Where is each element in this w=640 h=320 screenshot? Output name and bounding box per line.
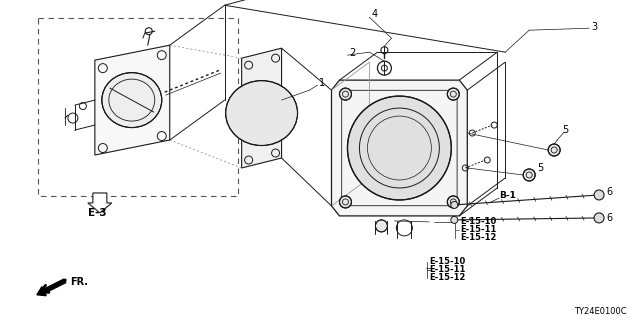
FancyArrow shape — [37, 279, 66, 296]
Text: TY24E0100C: TY24E0100C — [574, 307, 627, 316]
Polygon shape — [242, 48, 282, 168]
Text: FR.: FR. — [70, 277, 88, 287]
Text: 1: 1 — [319, 78, 324, 88]
Text: E-15-10: E-15-10 — [460, 217, 497, 227]
Text: B-1: B-1 — [499, 191, 516, 200]
Text: E-15-10: E-15-10 — [429, 257, 465, 266]
Circle shape — [348, 96, 451, 200]
Ellipse shape — [102, 73, 162, 128]
Circle shape — [447, 196, 460, 208]
Text: 6: 6 — [606, 213, 612, 223]
Bar — [38, 18, 237, 196]
Text: E-15-12: E-15-12 — [429, 273, 466, 282]
Text: 3: 3 — [591, 22, 597, 32]
Circle shape — [339, 88, 351, 100]
Ellipse shape — [226, 81, 298, 146]
Text: E-3: E-3 — [88, 208, 106, 218]
Circle shape — [524, 169, 535, 181]
Circle shape — [594, 190, 604, 200]
Text: 5: 5 — [537, 163, 543, 173]
Polygon shape — [332, 80, 467, 216]
Text: 4: 4 — [371, 9, 378, 19]
Text: 6: 6 — [606, 187, 612, 197]
Circle shape — [339, 196, 351, 208]
Circle shape — [447, 88, 460, 100]
Text: 5: 5 — [562, 125, 568, 135]
Text: E-15-11: E-15-11 — [429, 265, 466, 274]
Circle shape — [451, 201, 458, 208]
Text: E-15-11: E-15-11 — [460, 225, 497, 234]
Circle shape — [451, 216, 458, 223]
Circle shape — [376, 220, 387, 232]
Polygon shape — [88, 193, 112, 213]
Circle shape — [594, 213, 604, 223]
Circle shape — [548, 144, 560, 156]
Text: 2: 2 — [349, 48, 356, 58]
Polygon shape — [95, 45, 170, 155]
Text: E-15-12: E-15-12 — [460, 233, 497, 242]
